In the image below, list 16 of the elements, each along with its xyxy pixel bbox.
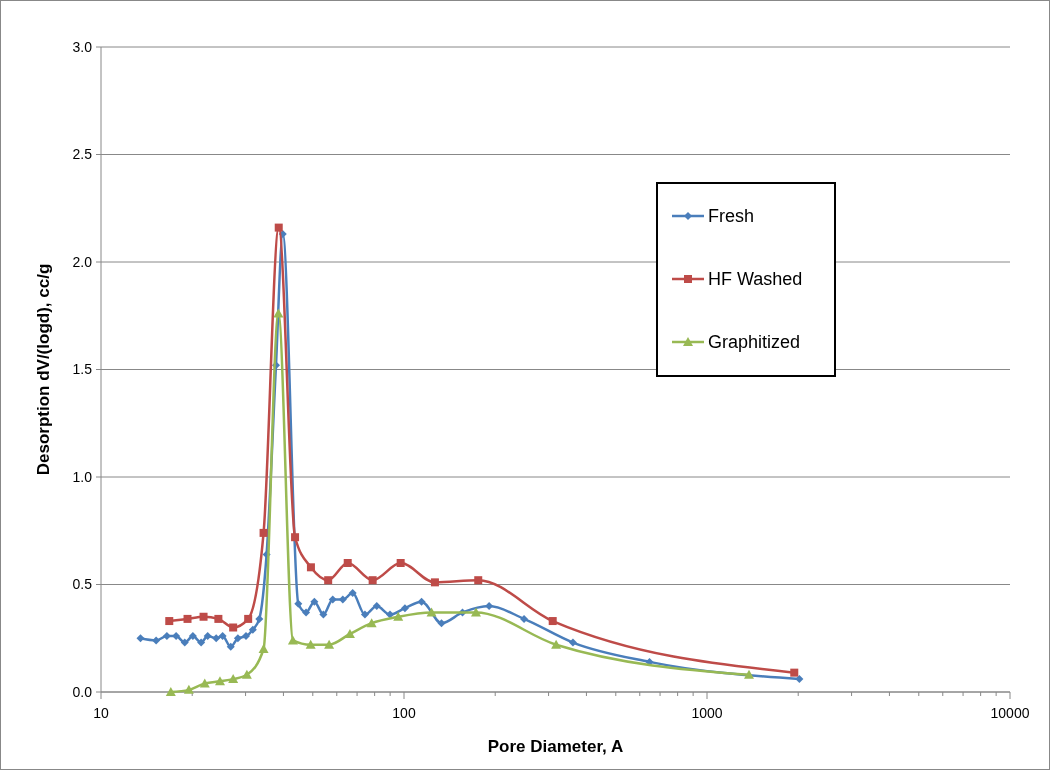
y-tick-label: 2.5: [72, 146, 93, 163]
x-tick-label: 10000: [990, 705, 1030, 721]
y-tick-label: 2.0: [72, 253, 93, 270]
y-axis-title: Desorption dV/(logd), cc/g: [34, 263, 53, 476]
x-tick-label: 10: [93, 705, 109, 721]
y-tick-label: 3.0: [72, 38, 93, 55]
legend-label: HF Washed: [708, 269, 803, 290]
x-axis-title: Pore Diameter, A: [487, 737, 624, 756]
legend-label: Graphitized: [708, 332, 801, 353]
y-tick-label: 0.5: [72, 576, 93, 593]
legend-label: Fresh: [708, 206, 755, 227]
x-tick-label: 1000: [691, 705, 723, 721]
x-tick-label: 100: [392, 705, 416, 721]
y-tick-label: 1.0: [72, 468, 93, 485]
y-tick-label: 1.5: [72, 361, 93, 378]
y-tick-label: 0.0: [72, 683, 93, 700]
